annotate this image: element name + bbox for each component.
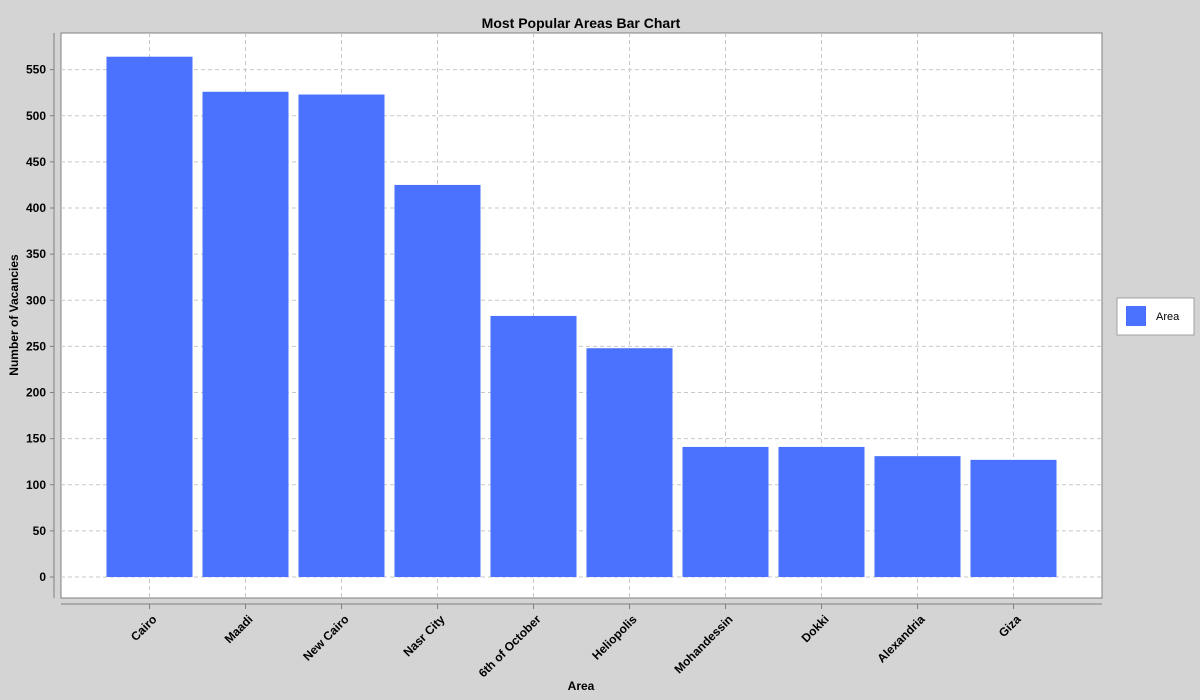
y-axis-title: Number of Vacancies [7,254,21,376]
x-tick-label: Heliopolis [589,612,640,663]
x-axis-title: Area [568,679,595,693]
bar-giza [970,459,1057,577]
chart-title: Most Popular Areas Bar Chart [482,15,681,31]
x-tick-label: Nasr City [400,612,447,659]
bar-alexandria [874,456,961,577]
y-tick-label: 200 [26,386,46,400]
x-tick-label: Cairo [128,612,160,644]
y-tick-label: 250 [26,339,46,353]
x-tick-label: Giza [996,612,1024,640]
legend-swatch [1126,306,1146,326]
bar-cairo [106,56,193,577]
y-tick-label: 300 [26,293,46,307]
y-tick-label: 0 [39,570,46,584]
bar-dokki [778,446,865,577]
bar-6th-of-october [490,315,577,577]
bar-heliopolis [586,348,673,577]
y-axis-ticks: 0 50 100 150 200 250 300 350 400 450 500 550 [26,63,54,584]
legend: Area [1116,297,1195,336]
x-tick-label: 6th of October [476,612,544,680]
x-tick-label: Dokki [799,612,832,645]
y-tick-label: 350 [26,247,46,261]
y-tick-label: 150 [26,432,46,446]
x-tick-label: Mohandessin [671,612,735,676]
x-tick-label: Alexandria [874,612,928,666]
bar-nasr-city [394,184,481,577]
x-tick-label: Maadi [222,612,256,646]
y-tick-label: 400 [26,201,46,215]
bars-group [106,56,1057,577]
bar-maadi [202,91,289,577]
y-tick-label: 500 [26,109,46,123]
y-tick-label: 50 [33,524,47,538]
y-tick-label: 550 [26,63,46,77]
y-tick-label: 450 [26,155,46,169]
bar-new-cairo [298,94,385,577]
x-tick-label: New Cairo [300,612,351,663]
axes [53,33,1102,605]
legend-label: Area [1156,311,1180,323]
bar-mohandessin [682,446,769,577]
y-tick-label: 100 [26,478,46,492]
x-axis-ticks: Cairo Maadi New Cairo Nasr City 6th of Octob… [128,604,1024,680]
